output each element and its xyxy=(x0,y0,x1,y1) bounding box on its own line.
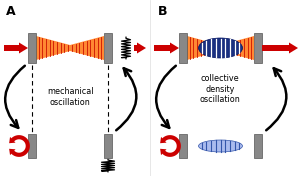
Text: collective
density
oscillation: collective density oscillation xyxy=(200,74,240,104)
Bar xyxy=(104,33,112,63)
Bar xyxy=(179,33,187,63)
Text: A: A xyxy=(6,5,16,18)
Polygon shape xyxy=(36,36,104,60)
Polygon shape xyxy=(170,42,179,54)
Bar xyxy=(262,45,289,51)
Polygon shape xyxy=(19,42,28,54)
Polygon shape xyxy=(289,42,298,54)
Bar xyxy=(28,134,36,158)
Text: mechanical
oscillation: mechanical oscillation xyxy=(47,87,93,107)
Polygon shape xyxy=(137,42,146,54)
Bar xyxy=(28,33,36,63)
Bar xyxy=(154,45,170,51)
Polygon shape xyxy=(9,137,16,143)
Polygon shape xyxy=(9,149,16,155)
Bar xyxy=(254,33,262,63)
Polygon shape xyxy=(160,149,167,155)
Bar xyxy=(134,45,137,51)
Bar xyxy=(104,134,112,158)
Ellipse shape xyxy=(199,140,242,152)
Ellipse shape xyxy=(199,38,242,58)
Bar xyxy=(4,45,19,51)
Bar xyxy=(179,134,187,158)
Text: B: B xyxy=(158,5,167,18)
Polygon shape xyxy=(187,36,254,60)
Bar xyxy=(254,134,262,158)
Polygon shape xyxy=(160,137,167,143)
